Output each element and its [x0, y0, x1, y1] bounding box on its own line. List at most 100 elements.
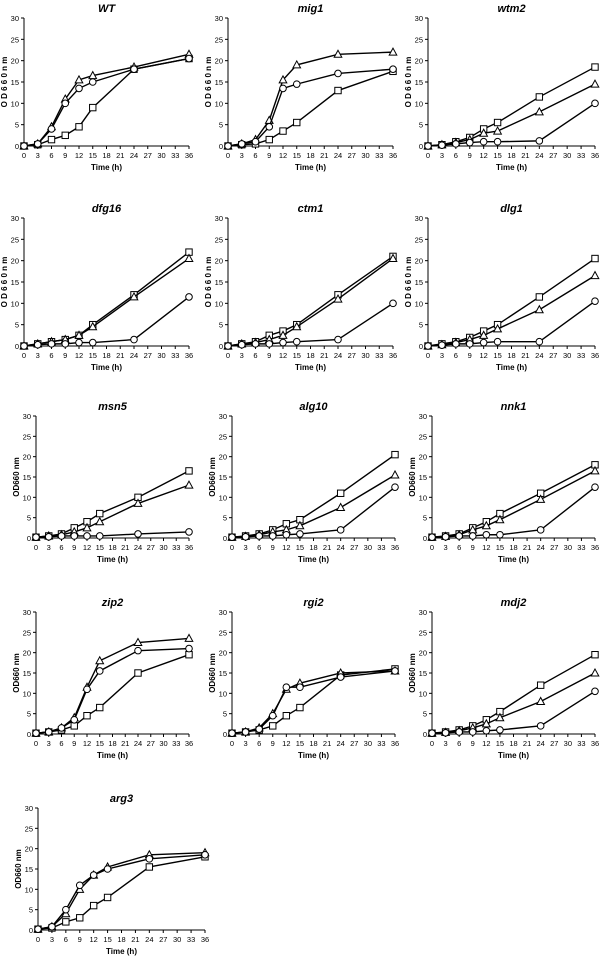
x-tick-label: 15: [96, 543, 104, 552]
x-tick-label: 21: [320, 351, 328, 360]
square-marker: [61, 131, 69, 140]
circle-marker: [134, 530, 142, 538]
circle-marker: [20, 142, 28, 150]
x-tick-label: 27: [348, 351, 356, 360]
circle-marker: [130, 335, 138, 344]
x-tick-label: 36: [389, 351, 397, 360]
x-tick-label: 0: [430, 739, 434, 748]
x-tick-label: 27: [350, 543, 358, 552]
x-tick-label: 33: [577, 739, 585, 748]
square-marker: [75, 123, 83, 131]
x-tick-label: 36: [201, 935, 209, 944]
circle-marker: [251, 340, 260, 348]
x-tick-label: 12: [482, 739, 490, 748]
x-tick-label: 33: [171, 351, 179, 360]
x-tick-label: 15: [96, 739, 104, 748]
x-tick-label: 6: [49, 351, 53, 360]
x-tick-label: 30: [364, 739, 372, 748]
y-tick-label: 15: [215, 78, 223, 87]
x-tick-label: 36: [391, 543, 399, 552]
y-tick-label: 25: [23, 432, 31, 441]
series-line-triangle: [37, 852, 206, 930]
circle-marker: [296, 530, 304, 538]
x-tick-label: 21: [121, 739, 129, 748]
triangle-marker: [336, 502, 346, 511]
y-tick-label: 20: [415, 57, 423, 66]
series-markers-square: [20, 248, 193, 350]
x-tick-label: 6: [457, 543, 461, 552]
circle-marker: [185, 528, 193, 536]
series-markers-circle: [32, 528, 193, 541]
panel-title: alg10: [299, 401, 328, 413]
series-markers-triangle: [223, 253, 398, 350]
square-marker: [536, 681, 545, 689]
x-tick-label: 6: [257, 543, 261, 552]
square-marker: [134, 669, 142, 677]
y-tick-label: 30: [23, 608, 31, 617]
x-tick-label: 6: [59, 739, 63, 748]
triangle-marker: [184, 253, 194, 263]
x-tick-label: 33: [187, 935, 195, 944]
y-tick-label: 15: [415, 78, 423, 87]
y-tick-label: 10: [415, 99, 423, 108]
triangle-marker: [590, 667, 600, 677]
circle-marker: [391, 483, 399, 491]
y-tick-label: 0: [27, 730, 31, 739]
x-tick-label: 21: [523, 543, 531, 552]
x-tick-label: 21: [116, 351, 124, 360]
y-tick-label: 20: [23, 453, 31, 462]
circle-marker: [438, 141, 446, 149]
y-axis-label: O D 6 6 0 n m: [404, 257, 413, 308]
panel-title: nnk1: [501, 401, 527, 413]
y-tick-label: 5: [419, 321, 423, 330]
panel-title: dfg16: [92, 203, 122, 215]
x-tick-label: 33: [377, 543, 385, 552]
panel-title: arg3: [110, 793, 133, 805]
y-tick-label: 25: [419, 628, 427, 637]
x-tick-label: 0: [34, 543, 38, 552]
y-tick-label: 15: [23, 473, 31, 482]
x-tick-label: 3: [243, 543, 247, 552]
square-marker: [265, 135, 273, 144]
triangle-marker: [481, 520, 491, 530]
x-tick-label: 18: [507, 351, 515, 360]
circle-marker: [591, 687, 599, 696]
x-tick-label: 24: [145, 935, 153, 944]
panel-title: ctm1: [298, 203, 324, 215]
x-tick-label: 21: [121, 543, 129, 552]
x-tick-label: 12: [83, 739, 91, 748]
x-tick-label: 30: [157, 151, 165, 160]
y-tick-label: 30: [215, 14, 223, 23]
y-tick-label: 25: [219, 628, 227, 637]
y-tick-label: 0: [423, 534, 427, 543]
x-tick-label: 24: [334, 351, 342, 360]
series-markers-circle: [20, 293, 193, 350]
x-tick-label: 27: [147, 543, 155, 552]
circle-marker: [228, 729, 236, 737]
triangle-marker: [184, 480, 194, 489]
x-tick-label: 24: [535, 351, 543, 360]
x-tick-label: 12: [479, 351, 487, 360]
x-tick-label: 21: [521, 151, 529, 160]
x-tick-label: 0: [34, 739, 38, 748]
x-tick-label: 24: [134, 543, 142, 552]
triangle-marker: [534, 106, 544, 116]
y-tick-label: 5: [219, 321, 223, 330]
circle-marker: [296, 683, 304, 692]
x-tick-label: 3: [443, 739, 447, 748]
x-tick-label: 0: [36, 935, 40, 944]
x-axis-label: Time (h): [298, 751, 329, 760]
triangle-marker: [590, 270, 600, 280]
circle-marker: [44, 728, 53, 736]
x-tick-label: 33: [172, 543, 180, 552]
triangle-marker: [95, 655, 105, 665]
x-tick-label: 9: [78, 935, 82, 944]
square-marker: [391, 450, 399, 459]
y-tick-label: 25: [11, 35, 19, 44]
x-tick-label: 27: [549, 151, 557, 160]
x-tick-label: 21: [323, 543, 331, 552]
circle-marker: [468, 728, 477, 736]
